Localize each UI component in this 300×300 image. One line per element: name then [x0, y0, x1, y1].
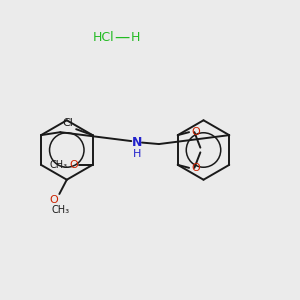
Text: O: O — [191, 127, 200, 137]
Text: O: O — [50, 195, 58, 205]
Text: N: N — [131, 136, 142, 149]
Text: H: H — [131, 31, 140, 44]
Text: O: O — [191, 163, 200, 173]
Text: —: — — [114, 30, 129, 45]
Text: H: H — [132, 149, 141, 159]
Text: Cl: Cl — [62, 118, 73, 128]
Text: CH₃: CH₃ — [52, 205, 70, 215]
Text: HCl: HCl — [93, 31, 114, 44]
Text: O: O — [69, 160, 78, 170]
Text: CH₃: CH₃ — [50, 160, 68, 170]
